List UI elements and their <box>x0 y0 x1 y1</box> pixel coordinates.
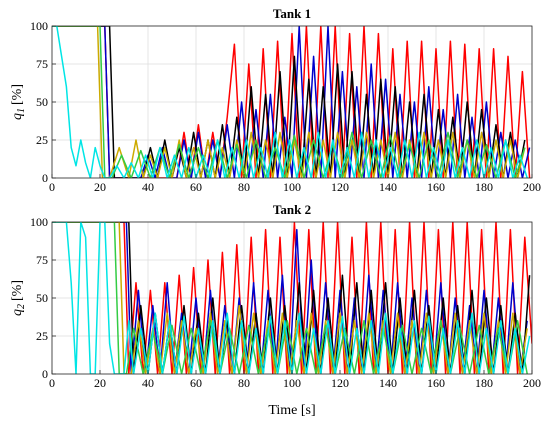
y-tick-label: 75 <box>36 253 48 267</box>
ticks-tank-2: 0 20 40 60 80 100 120 140 160 180 200 0 25 50 75 100 <box>30 215 541 390</box>
series-line-2-4 <box>52 222 528 374</box>
y-tick-label: 100 <box>30 19 48 33</box>
x-tick-label: 140 <box>379 376 397 390</box>
x-tick-label: 60 <box>190 376 202 390</box>
x-tick-label: 0 <box>49 376 55 390</box>
y-label-main-2: q <box>10 309 25 316</box>
x-tick-label: 60 <box>190 180 202 194</box>
x-tick-label: 160 <box>427 180 445 194</box>
x-tick-label: 140 <box>379 180 397 194</box>
x-tick-label: 0 <box>49 180 55 194</box>
x-tick-label: 40 <box>142 180 154 194</box>
x-tick-label: 200 <box>523 376 541 390</box>
y-axis-label-tank-1: q1 [%] <box>10 84 27 120</box>
x-tick-label: 20 <box>94 180 106 194</box>
series-line-1-5 <box>52 26 526 178</box>
x-tick-label: 100 <box>283 180 301 194</box>
y-tick-label: 25 <box>36 329 48 343</box>
y-tick-label: 100 <box>30 215 48 229</box>
x-tick-label: 120 <box>331 376 349 390</box>
y-label-sub-1: 1 <box>16 108 27 113</box>
x-tick-label: 120 <box>331 180 349 194</box>
y-tick-label: 0 <box>42 171 48 185</box>
y-tick-label: 50 <box>36 291 48 305</box>
series-line-1-2 <box>52 26 531 178</box>
y-label-unit-1: [%] <box>10 84 25 105</box>
y-tick-label: 50 <box>36 95 48 109</box>
ticks-tank-1: 0 20 40 60 80 100 120 140 160 180 200 0 25 50 75 100 <box>30 19 541 194</box>
series-line-2-5 <box>52 222 528 374</box>
series-tank-1 <box>52 26 531 178</box>
y-tick-label: 0 <box>42 367 48 381</box>
x-tick-label: 180 <box>475 376 493 390</box>
series-line-1-3 <box>52 26 526 178</box>
chart-title-tank-1: Tank 1 <box>273 6 311 21</box>
x-tick-label: 100 <box>283 376 301 390</box>
x-tick-label: 200 <box>523 180 541 194</box>
series-tank-2 <box>52 222 532 374</box>
x-tick-label: 180 <box>475 180 493 194</box>
y-label-sub-2: 2 <box>16 304 27 309</box>
x-tick-label: 160 <box>427 376 445 390</box>
chart-tank-2: Tank 2 0 20 40 60 80 100 120 140 160 180 200 0 25 50 7… <box>10 202 541 418</box>
x-tick-label: 80 <box>238 180 250 194</box>
y-tick-label: 25 <box>36 133 48 147</box>
x-axis-label: Time [s] <box>268 403 315 418</box>
y-tick-label: 75 <box>36 57 48 71</box>
x-tick-label: 80 <box>238 376 250 390</box>
series-line-1-6 <box>52 26 528 178</box>
y-label-main-1: q <box>10 113 25 120</box>
chart-title-tank-2: Tank 2 <box>273 202 311 217</box>
y-label-unit-2: [%] <box>10 280 25 301</box>
y-axis-label-tank-2: q2 [%] <box>10 280 27 316</box>
x-tick-label: 20 <box>94 376 106 390</box>
chart-tank-1: Tank 1 0 20 40 60 80 100 120 140 160 180 200 0 25 50 7… <box>10 6 541 194</box>
series-line-2-6 <box>52 222 531 374</box>
x-tick-label: 40 <box>142 376 154 390</box>
